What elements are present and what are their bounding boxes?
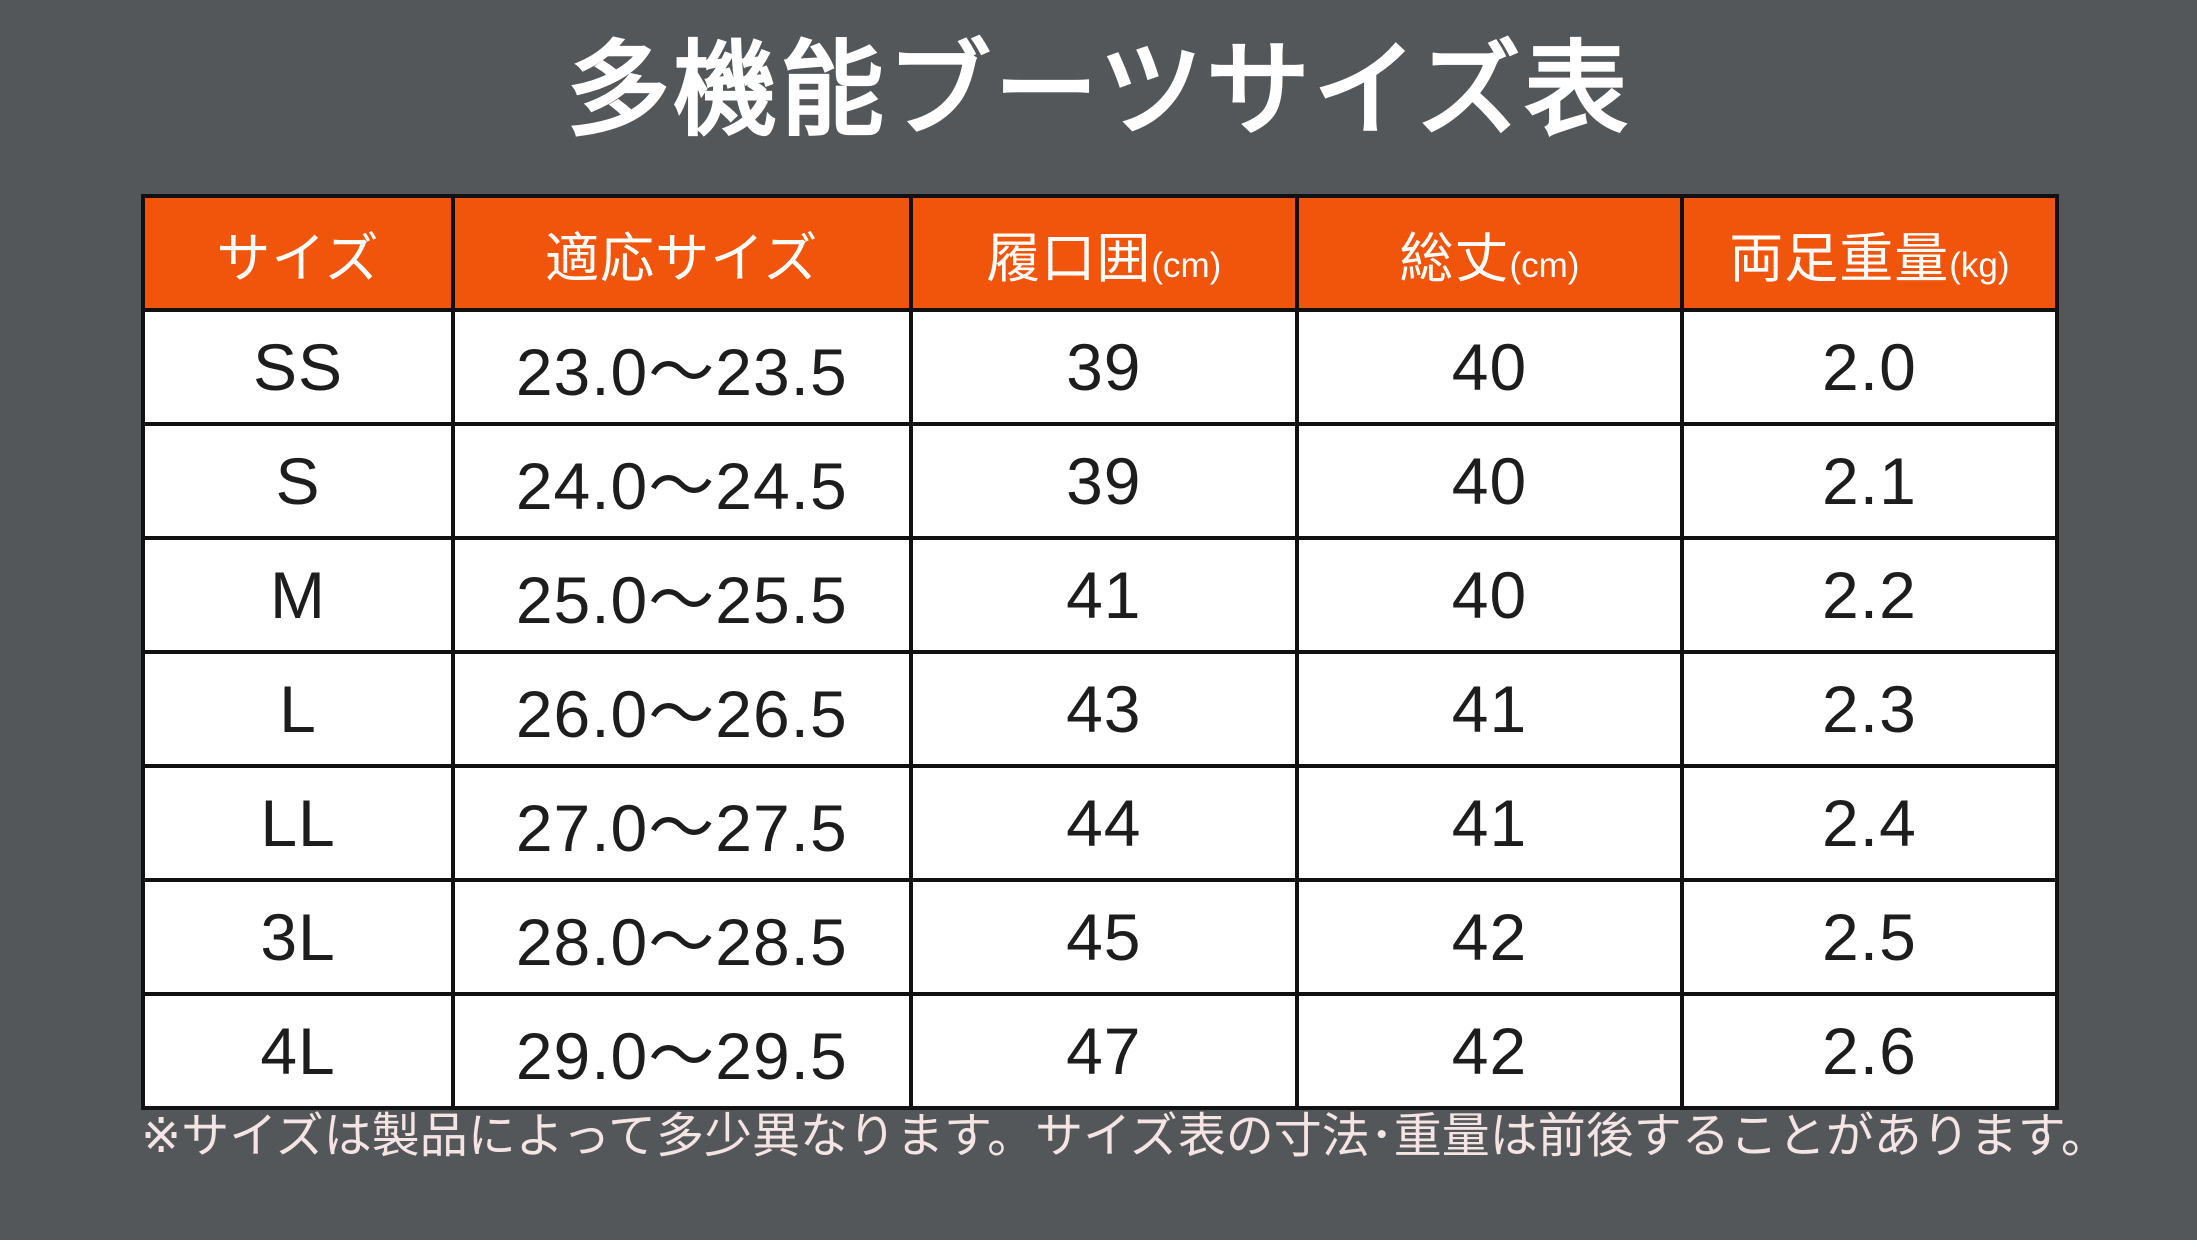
column-header-opening-circumference: 履口囲(cm) — [908, 194, 1300, 312]
table-row: SS 23.0〜23.5 39 40 2.0 — [140, 308, 2060, 426]
column-unit: (kg) — [1949, 245, 2010, 285]
cell-fit-size: 26.0〜26.5 — [451, 650, 913, 768]
table-header-row: サイズ 適応サイズ 履口囲(cm) 総丈(cm) 両足重量(kg) — [140, 194, 2060, 312]
cell-opening-circumference: 39 — [908, 308, 1300, 426]
cell-opening-circumference: 45 — [908, 878, 1300, 996]
table-row: 4L 29.0〜29.5 47 42 2.6 — [140, 992, 2060, 1110]
cell-size: 3L — [140, 878, 456, 996]
column-unit: (cm) — [1151, 245, 1222, 285]
table-row: S 24.0〜24.5 39 40 2.1 — [140, 422, 2060, 540]
cell-fit-size: 23.0〜23.5 — [451, 308, 913, 426]
cell-pair-weight: 2.4 — [1679, 764, 2060, 882]
column-header-fit-size: 適応サイズ — [451, 194, 913, 312]
cell-total-length: 40 — [1295, 422, 1684, 540]
cell-fit-size: 28.0〜28.5 — [451, 878, 913, 996]
cell-total-length: 42 — [1295, 992, 1684, 1110]
cell-pair-weight: 2.6 — [1679, 992, 2060, 1110]
column-label: 総丈 — [1399, 228, 1510, 289]
column-unit: (cm) — [1509, 245, 1580, 285]
table-row: L 26.0〜26.5 43 41 2.3 — [140, 650, 2060, 768]
table-row: LL 27.0〜27.5 44 41 2.4 — [140, 764, 2060, 882]
cell-fit-size: 24.0〜24.5 — [451, 422, 913, 540]
cell-opening-circumference: 44 — [908, 764, 1300, 882]
cell-opening-circumference: 39 — [908, 422, 1300, 540]
table-row: 3L 28.0〜28.5 45 42 2.5 — [140, 878, 2060, 996]
cell-total-length: 41 — [1295, 764, 1684, 882]
cell-size: L — [140, 650, 456, 768]
cell-pair-weight: 2.5 — [1679, 878, 2060, 996]
cell-opening-circumference: 47 — [908, 992, 1300, 1110]
cell-total-length: 40 — [1295, 536, 1684, 654]
cell-total-length: 40 — [1295, 308, 1684, 426]
page-title: 多機能ブーツサイズ表 — [566, 33, 1631, 149]
cell-pair-weight: 2.1 — [1679, 422, 2060, 540]
column-header-total-length: 総丈(cm) — [1295, 194, 1684, 312]
cell-size: M — [140, 536, 456, 654]
size-table: サイズ 適応サイズ 履口囲(cm) 総丈(cm) 両足重量(kg) SS 23.0… — [140, 194, 2060, 1110]
cell-size: S — [140, 422, 456, 540]
column-label: 適応サイズ — [545, 228, 819, 289]
cell-pair-weight: 2.0 — [1679, 308, 2060, 426]
cell-opening-circumference: 41 — [908, 536, 1300, 654]
column-label: 履口囲 — [986, 228, 1152, 289]
column-header-pair-weight: 両足重量(kg) — [1679, 194, 2060, 312]
cell-fit-size: 27.0〜27.5 — [451, 764, 913, 882]
table-row: M 25.0〜25.5 41 40 2.2 — [140, 536, 2060, 654]
cell-fit-size: 25.0〜25.5 — [451, 536, 913, 654]
column-label: サイズ — [216, 228, 380, 289]
cell-pair-weight: 2.2 — [1679, 536, 2060, 654]
cell-opening-circumference: 43 — [908, 650, 1300, 768]
footnote: ※サイズは製品によって多少異なります。サイズ表の寸法･重量は前後することがありま… — [141, 1110, 2109, 1163]
cell-pair-weight: 2.3 — [1679, 650, 2060, 768]
cell-size: LL — [140, 764, 456, 882]
size-table-body: SS 23.0〜23.5 39 40 2.0 S 24.0〜24.5 39 40 2.1 M 25.0… — [140, 308, 2060, 1110]
column-header-size: サイズ — [140, 194, 456, 312]
cell-total-length: 42 — [1295, 878, 1684, 996]
cell-total-length: 41 — [1295, 650, 1684, 768]
cell-fit-size: 29.0〜29.5 — [451, 992, 913, 1110]
cell-size: SS — [140, 308, 456, 426]
column-label: 両足重量 — [1729, 228, 1950, 289]
cell-size: 4L — [140, 992, 456, 1110]
